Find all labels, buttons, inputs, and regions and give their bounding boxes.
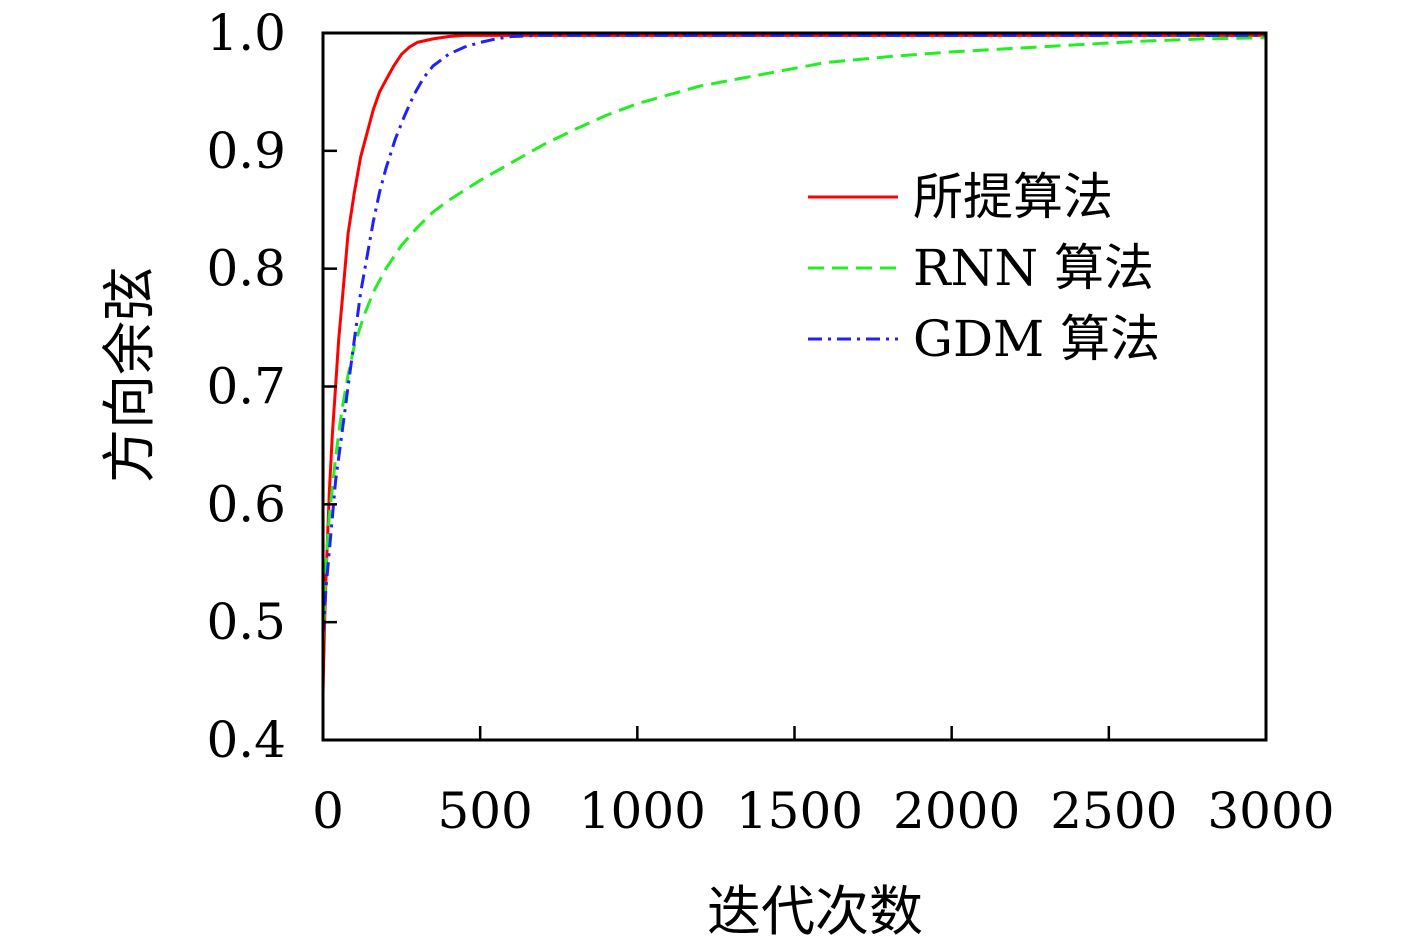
y-tick-label: 0.6 [206,475,286,533]
plot-background [323,33,1266,740]
series-line-3 [321,33,1266,635]
x-tick-label: 500 [437,782,532,840]
x-tick-label: 0 [312,782,344,840]
x-tick-label: 2000 [893,782,1020,840]
y-ticks: 0.4 0.5 0.6 0.7 0.8 0.9 1.0 [206,4,337,769]
x-ticks: 0 500 1000 1500 2000 2500 3000 [312,726,1335,840]
x-tick-label: 1500 [736,782,863,840]
legend-label-2: RNN 算法 [913,239,1154,297]
legend: 所提算法 RNN 算法 GDM 算法 [808,168,1160,368]
y-tick-label: 0.8 [206,240,286,298]
y-tick-label: 0.7 [206,358,286,416]
x-tick-label: 2500 [1050,782,1177,840]
legend-label-3: GDM 算法 [913,310,1160,368]
x-tick-label: 3000 [1207,782,1334,840]
y-tick-label: 1.0 [206,4,286,62]
series-layer [321,33,1267,693]
y-tick-label: 0.9 [206,122,286,180]
x-tick-label: 1000 [579,782,706,840]
y-tick-label: 0.5 [206,593,286,651]
legend-label-1: 所提算法 [913,168,1113,226]
y-tick-label: 0.4 [206,711,286,769]
x-axis-title: 迭代次数 [707,880,923,943]
y-axis-title: 方向余弦 [98,267,161,483]
series-line-2 [321,36,1267,646]
